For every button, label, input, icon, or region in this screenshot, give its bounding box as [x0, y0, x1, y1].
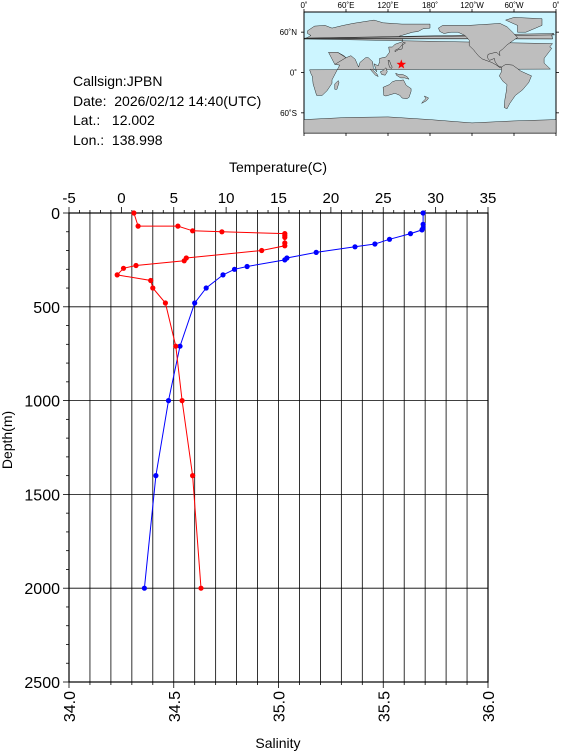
temperature-tick-label: 20 [323, 190, 340, 207]
salinity-point [179, 398, 185, 404]
longitude-text: Lon.: 138.998 [73, 131, 163, 148]
temperature-point [231, 266, 238, 272]
salinity-tick-label: 35.5 [376, 691, 393, 722]
chart-ticks: -5 0 5 10 15 20 25 30 350500100015002000250034.0… [24, 190, 498, 722]
map-lon-label: 120˚W [460, 1, 484, 10]
salinity-point [133, 262, 139, 269]
salinity-point [181, 258, 187, 264]
salinity-point [198, 585, 204, 591]
temperature-axis-label: Temperature(C) [229, 159, 327, 175]
map-land-arabia-fill [328, 52, 347, 65]
salinity-point [259, 247, 265, 254]
map-land-greenland [505, 17, 543, 33]
map-lon-label: 0˚ [300, 1, 307, 10]
map-graticule [301, 9, 559, 136]
temperature-point [420, 210, 426, 216]
map-lon-label: 60˚E [338, 1, 355, 10]
salinity-point [175, 223, 181, 229]
map-land-japan [394, 42, 406, 53]
chart-series [114, 210, 426, 591]
depth-tick-label: 1000 [24, 394, 60, 411]
temperature-tick-label: 0 [117, 190, 125, 207]
temperature-tick-label: 30 [427, 190, 444, 207]
temperature-tick-label: 35 [480, 190, 497, 207]
salinity-point [120, 265, 127, 271]
salinity-tick-label: 36.0 [481, 691, 498, 722]
salinity-point [190, 228, 196, 234]
temperature-point [177, 343, 183, 349]
temperature-point [420, 221, 426, 227]
map-lon-label: 120˚E [377, 1, 398, 10]
map-lon-label: 60˚W [504, 1, 524, 10]
latitude-text: Lat.: 12.002 [73, 112, 155, 128]
map-labels: 0˚ 60˚E 120˚E 180˚ 120˚W 60˚W 0˚ 60˚N 0˚ 60˚S [280, 1, 560, 118]
temperature-point [165, 398, 172, 404]
salinity-point [150, 285, 156, 291]
temperature-point [141, 585, 147, 591]
temperature-point [153, 473, 159, 479]
map-land [303, 17, 557, 134]
temperature-point [386, 236, 393, 242]
salinity-point [173, 343, 179, 349]
map-land-madagascar [334, 80, 340, 90]
temperature-point [192, 300, 198, 306]
temperature-tick-label: -5 [62, 190, 75, 207]
map-land-new-zealand [421, 95, 429, 104]
temperature-point [282, 257, 288, 263]
chart-grid [69, 213, 488, 682]
depth-tick-label: 1500 [24, 487, 60, 504]
depth-tick-label: 500 [33, 300, 60, 317]
temperature-point [372, 241, 378, 247]
depth-tick-label: 0 [51, 206, 60, 223]
depth-axis-label: Depth(m) [0, 411, 15, 469]
map-land-south-america [499, 64, 532, 110]
map-lat-label: 60˚N [280, 28, 298, 37]
temperature-tick-label: 10 [218, 190, 235, 207]
temperature-point [419, 227, 425, 233]
salinity-point [282, 234, 288, 240]
date-text: Date: 2026/02/12 14:40(UTC) [73, 92, 262, 109]
salinity-point [282, 243, 288, 249]
salinity-axis-label: Salinity [255, 735, 300, 751]
temperature-tick-label: 5 [170, 190, 178, 207]
station-info: Callsign:JPBN Date: 2026/02/12 14:40(UTC… [73, 72, 261, 150]
salinity-tick-label: 35.0 [272, 691, 289, 722]
salinity-point [131, 210, 137, 216]
salinity-point [190, 473, 196, 479]
map-lon-label: 180˚ [422, 1, 438, 10]
temperature-point [220, 272, 226, 278]
map-lat-label: 60˚S [280, 109, 297, 118]
temperature-point [244, 263, 250, 270]
map-lat-label: 0˚ [290, 69, 297, 78]
map-land-sumatra [370, 68, 379, 77]
temperature-tick-label: 15 [270, 190, 287, 207]
salinity-tick-label: 34.5 [167, 691, 184, 722]
salinity-point [219, 229, 225, 235]
station-marker [396, 59, 407, 69]
map-land-philippines [387, 60, 393, 69]
salinity-tick-label: 34.0 [62, 691, 79, 722]
map-lon-label: 0˚ [552, 1, 559, 10]
temperature-point [352, 244, 358, 250]
map-land-australia [382, 79, 412, 99]
temperature-point [203, 285, 209, 291]
salinity-point [114, 272, 120, 278]
temperature-tick-label: 25 [375, 190, 392, 207]
salinity-point [135, 223, 141, 229]
salinity-point [162, 300, 168, 306]
temperature-point [407, 231, 414, 237]
station-star-icon [396, 59, 407, 69]
map-land-new-guinea [395, 72, 410, 80]
salinity-point [148, 277, 154, 284]
map-land-north-america [438, 23, 518, 69]
depth-tick-label: 2500 [24, 675, 60, 692]
callsign-text: Callsign:JPBN [73, 73, 163, 89]
map-land-borneo [380, 67, 388, 76]
depth-tick-label: 2000 [24, 581, 60, 598]
temperature-point [313, 249, 319, 255]
